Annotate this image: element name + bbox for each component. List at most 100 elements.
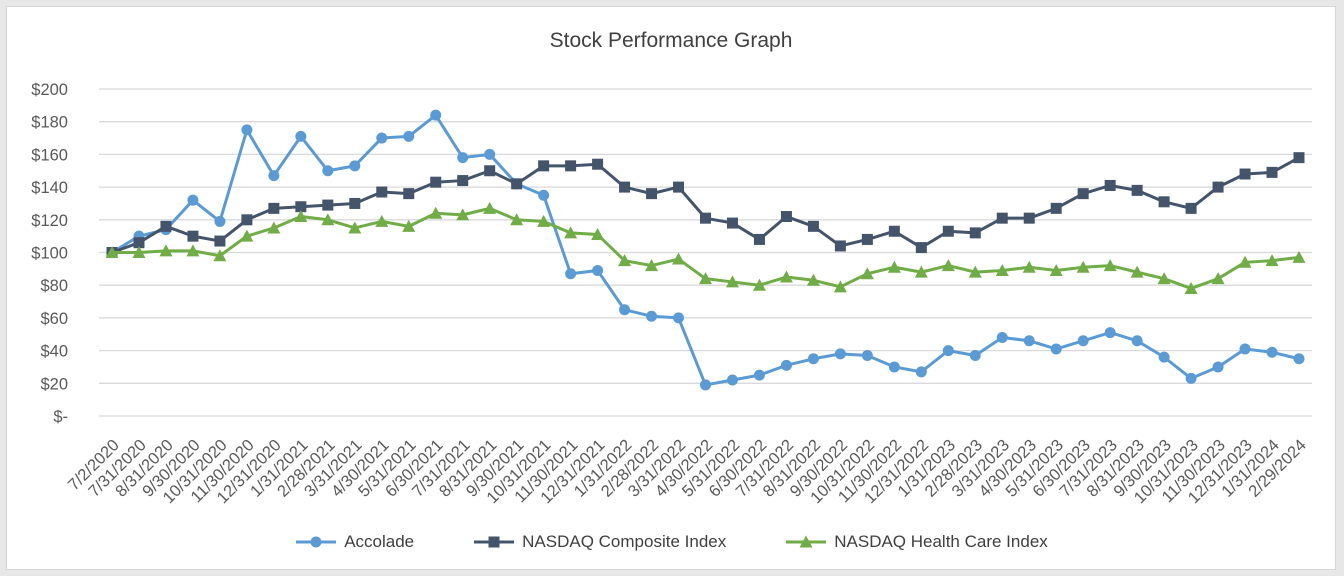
data-point[interactable] [996,332,1008,344]
data-point[interactable] [592,158,604,170]
data-point[interactable] [618,254,632,267]
data-point[interactable] [834,240,846,252]
data-point[interactable] [673,312,685,324]
data-point[interactable] [268,170,280,182]
legend-item-nasdaq-composite[interactable]: NASDAQ Composite Index [474,532,726,552]
data-point[interactable] [806,273,820,286]
data-point[interactable] [915,242,927,254]
data-point[interactable] [241,124,253,136]
data-point[interactable] [1211,272,1225,285]
data-point[interactable] [457,152,469,164]
data-point[interactable] [187,230,199,242]
data-point[interactable] [267,221,281,234]
data-point[interactable] [592,264,604,276]
data-point[interactable] [375,214,389,227]
data-point[interactable] [915,366,927,378]
data-point[interactable] [1238,255,1252,268]
data-point[interactable] [430,109,442,121]
legend-item-accolade[interactable]: Accolade [296,532,414,552]
data-point[interactable] [1131,335,1143,347]
data-point[interactable] [240,229,254,242]
data-point[interactable] [753,369,765,381]
data-point[interactable] [537,214,551,227]
data-point[interactable] [995,263,1009,276]
data-point[interactable] [941,259,955,272]
data-point[interactable] [538,160,550,172]
data-point[interactable] [807,220,819,232]
data-point[interactable] [321,213,335,226]
data-point[interactable] [1293,353,1305,365]
data-point[interactable] [1104,179,1116,191]
data-point[interactable] [402,219,416,232]
data-point[interactable] [591,228,605,241]
data-point[interactable] [538,189,550,201]
data-point[interactable] [1184,281,1198,294]
data-point[interactable] [159,244,173,257]
data-point[interactable] [888,361,900,373]
data-point[interactable] [1022,260,1036,273]
data-point[interactable] [779,270,793,283]
data-point[interactable] [834,348,846,360]
data-point[interactable] [1023,212,1035,224]
data-point[interactable] [968,265,982,278]
data-point[interactable] [861,350,873,362]
data-point[interactable] [1266,166,1278,178]
data-point[interactable] [295,201,307,213]
data-point[interactable] [619,181,631,193]
data-point[interactable] [376,186,388,198]
data-point[interactable] [726,374,738,386]
data-point[interactable] [430,176,442,188]
data-point[interactable] [699,272,712,285]
data-point[interactable] [214,235,226,247]
data-point[interactable] [483,201,497,214]
data-point[interactable] [403,188,415,200]
data-point[interactable] [1239,343,1251,355]
data-point[interactable] [1023,335,1035,347]
data-point[interactable] [349,160,361,172]
data-point[interactable] [322,199,334,211]
data-point[interactable] [429,206,443,219]
data-point[interactable] [349,197,361,209]
data-point[interactable] [214,215,226,227]
data-point[interactable] [133,237,145,249]
data-point[interactable] [700,379,711,391]
data-point[interactable] [942,225,954,237]
data-point[interactable] [1131,184,1143,196]
data-point[interactable] [1050,202,1062,214]
data-point[interactable] [457,175,469,187]
data-point[interactable] [672,252,686,265]
data-point[interactable] [1077,335,1089,347]
data-point[interactable] [1049,263,1063,276]
data-point[interactable] [969,227,981,239]
data-point[interactable] [510,213,524,226]
data-point[interactable] [888,225,900,237]
data-point[interactable] [565,160,577,172]
data-point[interactable] [914,265,928,278]
data-point[interactable] [565,268,577,280]
data-point[interactable] [1185,372,1197,384]
data-point[interactable] [725,275,739,288]
data-point[interactable] [1158,351,1170,363]
legend-item-nasdaq-health-care[interactable]: NASDAQ Health Care Index [786,532,1048,552]
data-point[interactable] [295,130,307,142]
data-point[interactable] [132,246,146,258]
data-point[interactable] [1130,265,1144,278]
data-point[interactable] [1076,260,1090,273]
data-point[interactable] [1292,250,1306,263]
data-point[interactable] [294,210,308,223]
data-point[interactable] [456,208,470,221]
data-point[interactable] [645,259,659,272]
data-point[interactable] [1077,188,1089,200]
data-point[interactable] [322,165,334,177]
data-point[interactable] [213,249,227,262]
data-point[interactable] [484,165,496,177]
data-point[interactable] [1265,254,1279,267]
data-point[interactable] [996,212,1008,224]
data-point[interactable] [646,188,658,200]
data-point[interactable] [1050,343,1062,355]
data-point[interactable] [780,359,792,371]
data-point[interactable] [833,280,847,293]
data-point[interactable] [1212,361,1224,373]
data-point[interactable] [1185,202,1197,214]
data-point[interactable] [619,304,631,316]
